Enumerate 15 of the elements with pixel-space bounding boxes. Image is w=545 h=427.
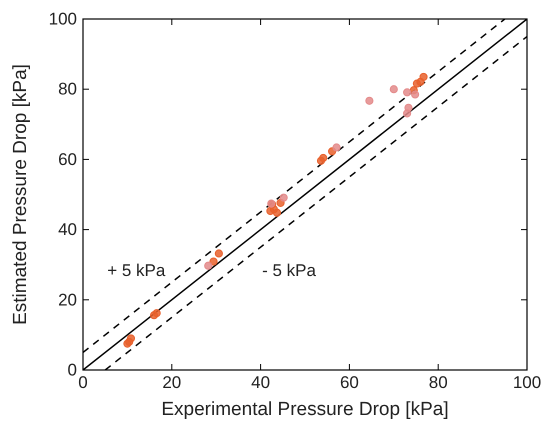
y-tick-label: 40 <box>58 220 77 240</box>
x-axis-title: Experimental Pressure Drop [kPa] <box>161 399 449 420</box>
y-axis-title: Estimated Pressure Drop [kPa] <box>10 64 31 325</box>
y-tick-label: 80 <box>58 80 77 99</box>
annotation: - 5 kPa <box>262 260 316 280</box>
annotation: + 5 kPa <box>107 260 166 280</box>
x-tick-label: 40 <box>251 373 270 392</box>
y-tick-label: 0 <box>68 360 77 380</box>
x-tick-label: 60 <box>340 373 359 392</box>
y-tick-label: 60 <box>58 150 77 169</box>
x-tick-label: 20 <box>162 373 182 392</box>
y-tick-label: 20 <box>58 290 77 310</box>
x-tick-label: 100 <box>512 373 542 392</box>
x-tick-label: 80 <box>428 373 448 392</box>
y-tick-label: 100 <box>48 9 77 28</box>
